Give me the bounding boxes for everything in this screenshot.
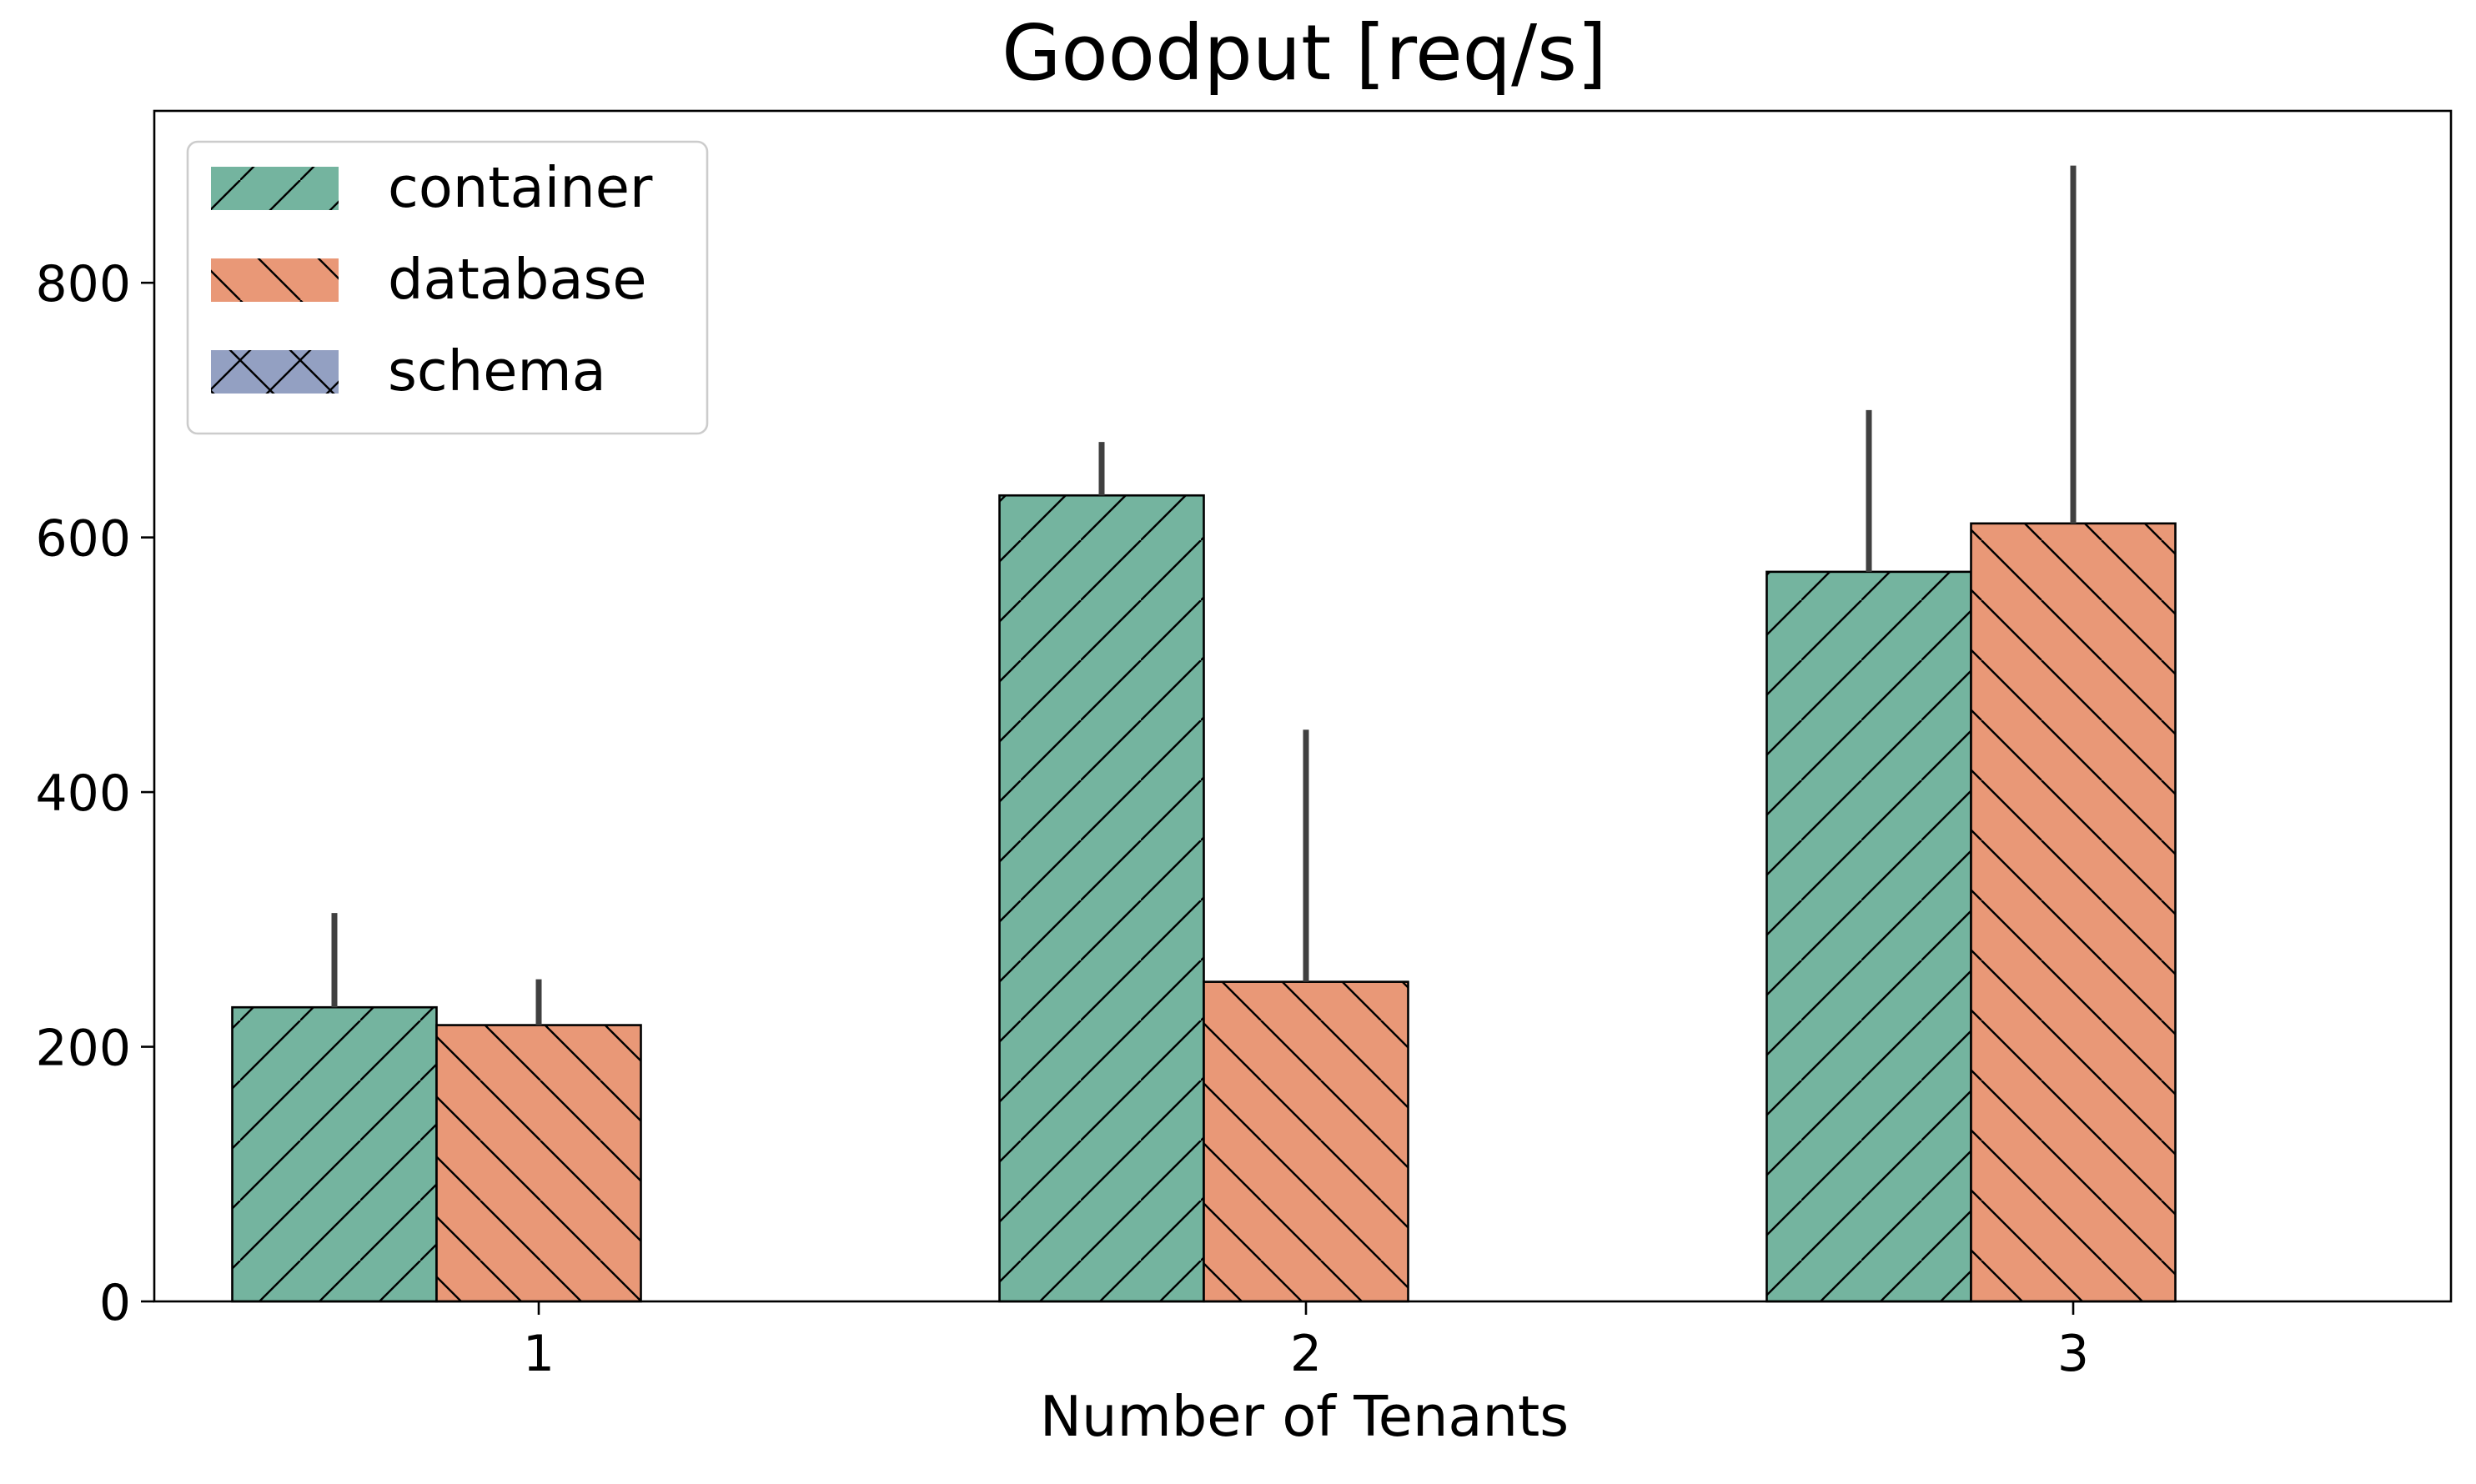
errorbars-layer xyxy=(331,165,2077,1025)
x-tick-label: 1 xyxy=(523,1325,555,1383)
bar-container-3 xyxy=(1765,570,1972,1303)
y-tick-label: 0 xyxy=(99,1274,131,1332)
legend-swatch-database xyxy=(211,258,339,302)
bar-database-3 xyxy=(1970,522,2177,1303)
bars-layer xyxy=(231,494,2177,1303)
bar-database-2 xyxy=(1203,980,1409,1303)
y-tick-label: 400 xyxy=(35,765,131,823)
y-tick-label: 600 xyxy=(35,510,131,569)
legend-label-schema: schema xyxy=(388,338,606,404)
x-axis-label: Number of Tenants xyxy=(1040,1384,1569,1449)
legend-swatch-container xyxy=(211,167,339,210)
bar-container-1 xyxy=(231,1005,438,1303)
y-axis: 0 200 400 600 800 xyxy=(35,255,154,1332)
x-tick-label: 3 xyxy=(2057,1325,2089,1383)
y-tick-label: 800 xyxy=(35,255,131,313)
bar-container-2 xyxy=(998,494,1205,1303)
x-axis: 1 2 3 xyxy=(523,1301,2089,1383)
bar-database-1 xyxy=(435,1024,642,1303)
legend[interactable]: container database schema xyxy=(186,140,709,435)
y-tick-label: 200 xyxy=(35,1020,131,1078)
x-tick-label: 2 xyxy=(1290,1325,1322,1383)
legend-label-container: container xyxy=(388,155,653,220)
legend-label-database: database xyxy=(388,247,647,312)
plot-area-frame xyxy=(153,109,2453,1303)
chart-title: Goodput [req/s] xyxy=(1002,8,1607,98)
legend-swatch-schema xyxy=(211,350,339,394)
